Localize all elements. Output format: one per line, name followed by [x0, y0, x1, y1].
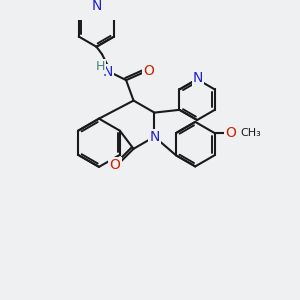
Text: O: O: [143, 64, 154, 78]
Text: CH₃: CH₃: [241, 128, 261, 138]
Text: N: N: [102, 65, 113, 79]
Text: N: N: [91, 0, 102, 13]
Text: N: N: [149, 130, 160, 144]
Text: O: O: [110, 158, 120, 172]
Text: H: H: [95, 60, 105, 73]
Text: N: N: [193, 71, 203, 85]
Text: O: O: [225, 126, 236, 140]
